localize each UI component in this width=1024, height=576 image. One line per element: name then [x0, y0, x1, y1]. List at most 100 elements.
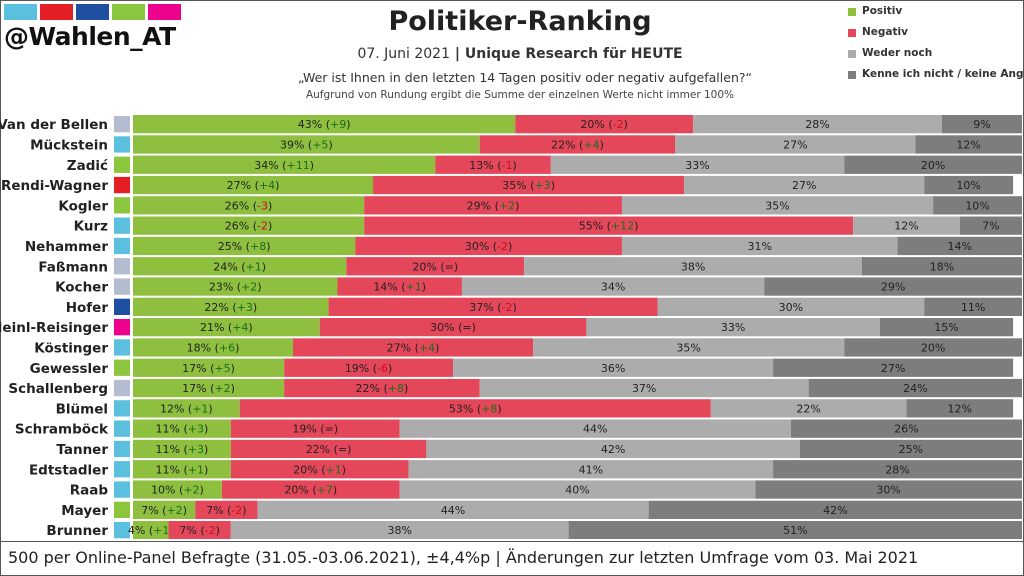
bar-segment — [239, 399, 711, 418]
bar-segment — [453, 358, 774, 377]
bar-value-label: 26% — [894, 423, 918, 436]
bar-segment — [293, 338, 534, 357]
bar-segment — [408, 460, 774, 479]
bar-segment — [364, 216, 854, 235]
bar-value-label: 7% — [982, 220, 999, 233]
party-color-chip — [114, 156, 130, 173]
bar-segment — [133, 216, 365, 235]
politician-name: Hofer — [66, 300, 109, 316]
party-color-chip — [114, 481, 130, 498]
bar-value-label: 40% — [565, 484, 589, 497]
brand-swatch — [112, 4, 145, 20]
legend-item-positiv: Positiv — [848, 5, 1020, 26]
bar-segment — [426, 439, 800, 459]
brand-handle: @Wahlen_AT — [4, 22, 176, 51]
bar-value-label: 12% (+1) — [160, 402, 213, 415]
bar-segment — [933, 196, 1022, 215]
bar-segment — [906, 399, 1014, 418]
bar-segment — [461, 277, 765, 296]
bar-segment — [533, 338, 845, 357]
bar-value-label: 34% — [601, 281, 625, 294]
brand-color-strip — [4, 4, 182, 22]
bar-value-label: 10% — [965, 199, 989, 212]
bar-segment — [924, 175, 1014, 195]
party-color-chip — [114, 400, 130, 417]
bar-segment — [364, 196, 622, 215]
stacked-bar-chart: Van der Bellen 43% (+9) 20% (-2) 28% 9% Mücks… — [0, 115, 1022, 539]
chart-subtitle: 07. Juni 2021 | Unique Research für HEUT… — [230, 46, 810, 62]
bar-value-label: 26% (-2) — [225, 220, 273, 233]
politician-name: Schallenberg — [8, 381, 108, 397]
politician-name: Blümel — [56, 401, 108, 417]
bar-value-label: 35% — [676, 341, 700, 354]
chart-legend: Positiv Negativ Weder noch Kenne ich nic… — [848, 5, 1024, 89]
bar-segment — [373, 175, 685, 195]
party-color-chip — [114, 217, 130, 234]
politician-name: Gewessler — [30, 361, 109, 377]
bar-segment — [764, 277, 1022, 296]
bar-value-label: 27% — [783, 138, 807, 151]
politician-name: Van der Bellen — [0, 117, 108, 133]
legend-label: Negativ — [862, 26, 908, 38]
politician-name: Kurz — [74, 219, 108, 235]
politician-name: Kocher — [55, 280, 108, 296]
bar-value-label: 11% (+3) — [156, 443, 209, 456]
bar-segment — [319, 318, 587, 337]
bar-value-label: 25% — [899, 443, 923, 456]
bar-segment — [959, 216, 1022, 235]
bar-value-label: 19% (=) — [292, 423, 338, 436]
bar-value-label: 41% — [579, 463, 603, 476]
bar-segment — [221, 480, 400, 499]
party-color-chip — [114, 359, 130, 376]
legend-label: Weder noch — [862, 47, 933, 59]
bar-segment — [515, 115, 694, 134]
bar-segment — [773, 358, 1014, 377]
bar-segment — [924, 297, 1022, 316]
bar-value-label: 18% — [930, 260, 954, 273]
bar-segment — [133, 460, 231, 479]
party-color-chip — [114, 197, 130, 214]
brand-swatch — [148, 4, 181, 20]
bar-segment — [133, 358, 285, 377]
bar-segment — [479, 378, 809, 398]
legend-label: Positiv — [862, 5, 903, 17]
bar-segment — [133, 135, 480, 154]
bar-segment — [621, 196, 934, 215]
bar-value-label: 15% — [934, 321, 958, 334]
bar-value-label: 17% (+5) — [182, 362, 235, 375]
bar-value-label: 11% (+3) — [156, 423, 209, 436]
survey-footnote: 500 per Online-Panel Befragte (31.05.-03… — [8, 548, 919, 567]
bar-segment — [337, 277, 462, 296]
bar-segment — [479, 135, 676, 154]
bar-value-label: 38% — [387, 524, 411, 537]
bar-value-label: 14% — [948, 240, 972, 253]
bar-segment — [230, 419, 400, 438]
bar-segment — [657, 297, 925, 316]
party-color-chip — [114, 116, 130, 133]
bar-value-label: 7% (+2) — [141, 504, 187, 517]
bar-segment — [133, 480, 222, 499]
politician-name: Köstinger — [34, 340, 108, 356]
bar-segment — [133, 500, 196, 519]
bar-segment — [346, 257, 525, 276]
politician-name: Mückstein — [30, 137, 108, 153]
bar-value-label: 10% — [956, 179, 980, 192]
bar-value-label: 22% (+8) — [356, 382, 409, 395]
party-color-chip — [114, 461, 130, 478]
bar-value-label: 51% — [783, 524, 807, 537]
bar-value-label: 28% — [805, 118, 829, 131]
bar-segment — [133, 521, 169, 539]
bar-value-label: 26% (-3) — [225, 199, 273, 212]
bar-segment — [941, 115, 1022, 134]
bar-segment — [648, 500, 1022, 519]
party-color-chip — [114, 237, 130, 255]
bar-value-label: 24% (+1) — [213, 260, 266, 273]
bar-value-label: 42% — [601, 443, 625, 456]
bar-value-label: 38% — [681, 260, 705, 273]
bar-segment — [355, 236, 622, 256]
bar-value-label: 34% (+11) — [254, 159, 314, 172]
bar-segment — [684, 175, 925, 195]
bar-value-label: 30% (-2) — [465, 240, 513, 253]
bar-value-label: 27% — [881, 362, 905, 375]
bar-segment — [328, 297, 658, 316]
